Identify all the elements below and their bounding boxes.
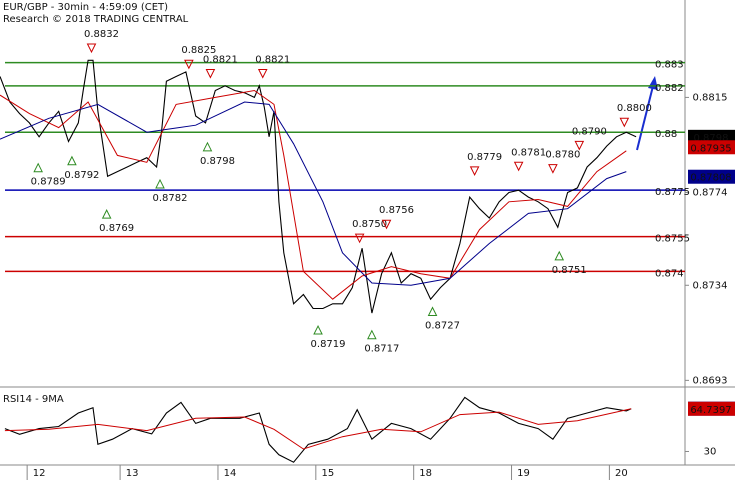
x-tick-label: 14 — [224, 468, 237, 479]
level-label: 0.882 — [655, 83, 684, 94]
x-tick-label: 20 — [615, 468, 628, 479]
panel-title: RSI14 - 9MA — [3, 394, 64, 405]
high-marker — [469, 166, 480, 177]
low-label: 0.8769 — [99, 223, 134, 234]
high-label: 0.8779 — [467, 152, 502, 163]
low-marker — [155, 178, 165, 189]
low-marker — [427, 306, 438, 317]
high-label: 0.8780 — [545, 150, 580, 161]
y-tick-label: 0.8734 — [693, 280, 728, 291]
y-tick-label: 0.8693 — [693, 375, 728, 386]
x-tick-label: 12 — [33, 468, 46, 479]
high-marker — [619, 117, 630, 128]
high-label: 0.8825 — [181, 45, 216, 56]
price-tag — [688, 401, 735, 416]
low-marker — [313, 324, 323, 335]
low-marker — [101, 208, 112, 219]
low-label: 0.8792 — [64, 170, 99, 181]
price-tag-label: 0.87808 — [690, 173, 731, 184]
high-label: 0.8790 — [572, 126, 607, 137]
low-marker — [33, 162, 43, 173]
x-tick-label: 19 — [517, 468, 530, 479]
series-line — [0, 59, 637, 314]
projection-arrow — [636, 85, 654, 151]
low-label: 0.8719 — [311, 339, 346, 350]
x-tick-label: 18 — [419, 468, 432, 479]
high-marker — [205, 68, 216, 79]
x-tick-label: 13 — [126, 468, 139, 479]
high-marker — [574, 140, 585, 151]
series-line — [0, 89, 627, 300]
high-label: 0.8832 — [84, 29, 119, 40]
chart-title: EUR/GBP - 30min - 4:59:09 (CET) — [3, 2, 168, 13]
low-marker — [554, 250, 565, 261]
high-label: 0.8750 — [352, 219, 387, 230]
level-label: 0.883 — [655, 60, 684, 71]
level-label: 0.874 — [655, 268, 684, 279]
y-tick-label: 0.8815 — [693, 92, 728, 103]
level-label: 0.88 — [655, 129, 677, 140]
y-tick-label: 30 — [704, 446, 717, 457]
y-tick-label: 0.8774 — [693, 188, 728, 199]
high-marker — [548, 164, 558, 174]
high-marker — [86, 43, 97, 54]
low-label: 0.8798 — [200, 156, 235, 167]
high-label: 0.8800 — [617, 103, 652, 114]
x-tick-label: 15 — [321, 468, 334, 479]
low-label: 0.8789 — [31, 177, 66, 188]
level-label: 0.8755 — [655, 234, 690, 245]
price-tag-label: 64.7397 — [690, 405, 731, 416]
price-tag — [688, 140, 735, 155]
low-marker — [67, 155, 77, 166]
low-label: 0.8717 — [364, 344, 399, 355]
high-marker — [184, 59, 194, 70]
high-marker — [257, 68, 268, 79]
price-tag — [688, 169, 735, 184]
chart-subtitle: Research © 2018 TRADING CENTRAL — [3, 14, 189, 25]
price-tag-label: 0.87935 — [690, 143, 731, 154]
high-label: 0.8821 — [255, 54, 290, 65]
series-line — [4, 396, 632, 463]
low-marker — [367, 329, 377, 340]
low-label: 0.8751 — [552, 265, 587, 276]
low-label: 0.8782 — [152, 193, 187, 204]
high-marker — [513, 161, 524, 172]
high-label: 0.8821 — [203, 54, 238, 65]
level-label: 0.8775 — [655, 187, 690, 198]
high-marker — [381, 219, 392, 230]
series-line — [4, 408, 632, 450]
high-label: 0.8756 — [379, 205, 414, 216]
price-tag-label: 0.8798 — [694, 133, 729, 144]
high-label: 0.8781 — [511, 147, 546, 158]
low-label: 0.8727 — [425, 321, 460, 332]
high-marker — [354, 233, 365, 244]
series-line — [0, 101, 627, 286]
low-marker — [202, 141, 213, 152]
